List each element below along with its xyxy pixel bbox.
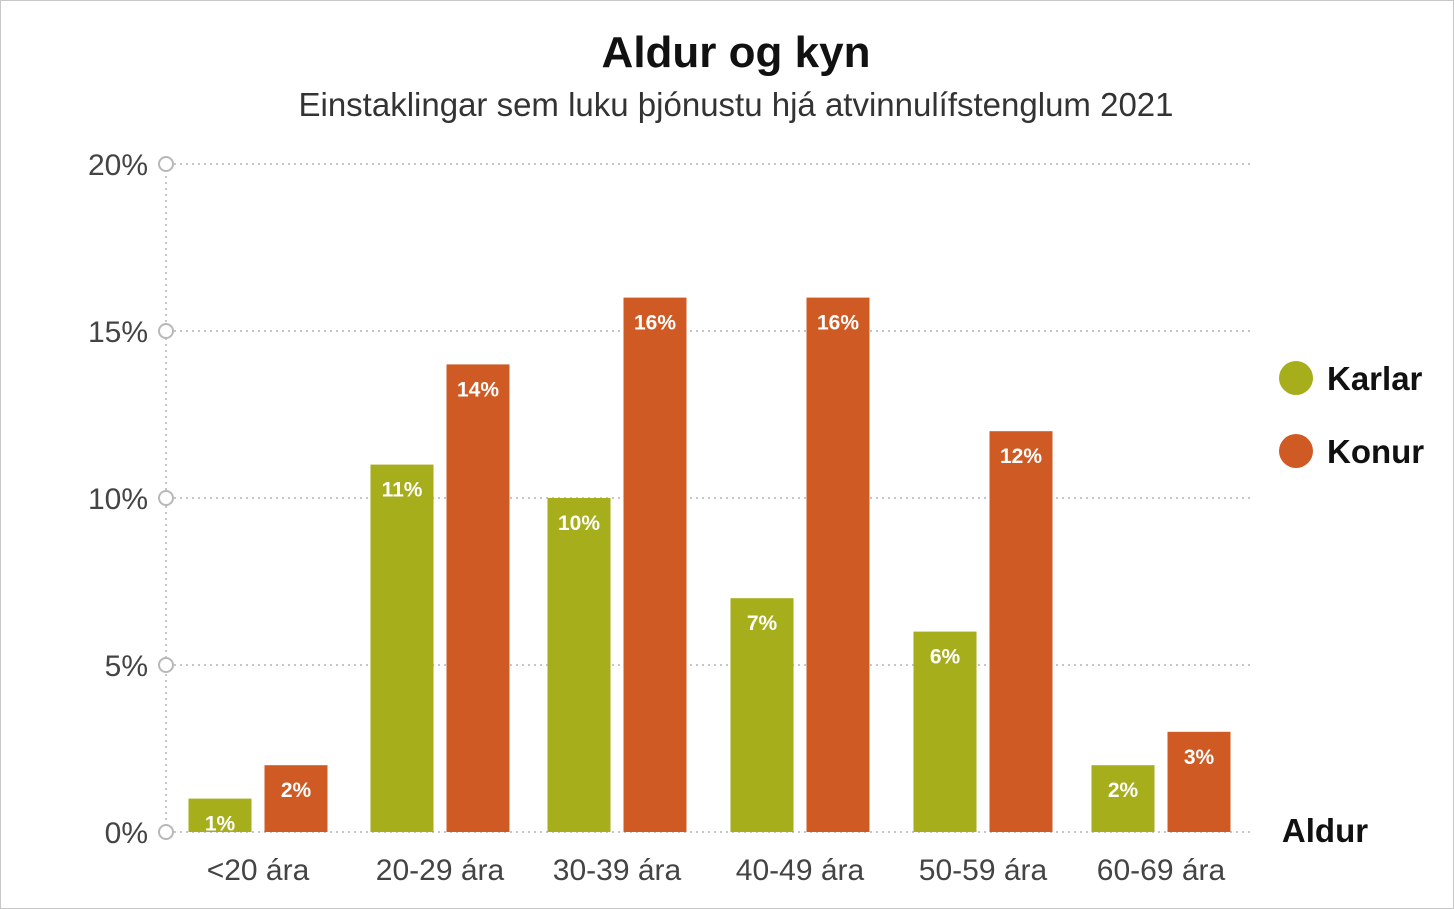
chart-subtitle: Einstaklingar sem luku þjónustu hjá atvi… (298, 86, 1174, 123)
bar-value-label: 6% (930, 646, 961, 669)
chart-title: Aldur og kyn (601, 28, 871, 77)
bar-value-label: 16% (634, 312, 676, 335)
bar-konur (806, 297, 870, 833)
x-tick-label: 50-59 ára (919, 854, 1048, 887)
x-tick-label: 20-29 ára (376, 854, 505, 887)
bar-value-label: 2% (281, 779, 312, 802)
y-tick-label: 0% (105, 817, 148, 850)
y-tick-marker (158, 156, 174, 172)
bar-value-label: 10% (558, 512, 600, 535)
bar-value-label: 12% (1000, 445, 1042, 468)
y-tick-marker (158, 824, 174, 840)
bar-karlar (188, 798, 252, 832)
x-tick-label: <20 ára (207, 854, 310, 887)
bar-konur (446, 364, 510, 832)
bar-karlar (370, 464, 434, 832)
y-tick-label: 5% (105, 650, 148, 683)
legend-swatch-konur (1279, 434, 1313, 468)
bar-karlar (730, 598, 794, 832)
bar-value-label: 7% (747, 612, 778, 635)
legend-swatch-karlar (1279, 361, 1313, 395)
bar-value-label: 3% (1184, 746, 1215, 769)
y-tick-marker (158, 490, 174, 506)
y-tick-marker (158, 323, 174, 339)
bar-value-label: 2% (1108, 779, 1139, 802)
legend-label-karlar: Karlar (1327, 360, 1423, 397)
bar-value-label: 16% (817, 312, 859, 335)
bar-konur (264, 765, 328, 832)
x-tick-label: 60-69 ára (1097, 854, 1226, 887)
y-tick-label: 15% (88, 316, 148, 349)
bar-konur (989, 431, 1053, 832)
bar-konur (1167, 731, 1231, 832)
legend-label-konur: Konur (1327, 433, 1424, 470)
x-tick-label: 30-39 ára (553, 854, 682, 887)
bar-karlar (913, 631, 977, 832)
bar-value-label: 14% (457, 378, 499, 401)
bar-value-label: 11% (382, 479, 423, 502)
bar-value-label: 1% (205, 813, 236, 836)
x-tick-label: 40-49 ára (736, 854, 865, 887)
y-tick-label: 10% (88, 483, 148, 516)
bar-karlar (547, 498, 611, 832)
x-axis-title: Aldur (1282, 812, 1368, 849)
y-tick-label: 20% (88, 149, 148, 182)
bar-karlar (1091, 765, 1155, 832)
y-tick-marker (158, 657, 174, 673)
bar-konur (623, 297, 687, 833)
